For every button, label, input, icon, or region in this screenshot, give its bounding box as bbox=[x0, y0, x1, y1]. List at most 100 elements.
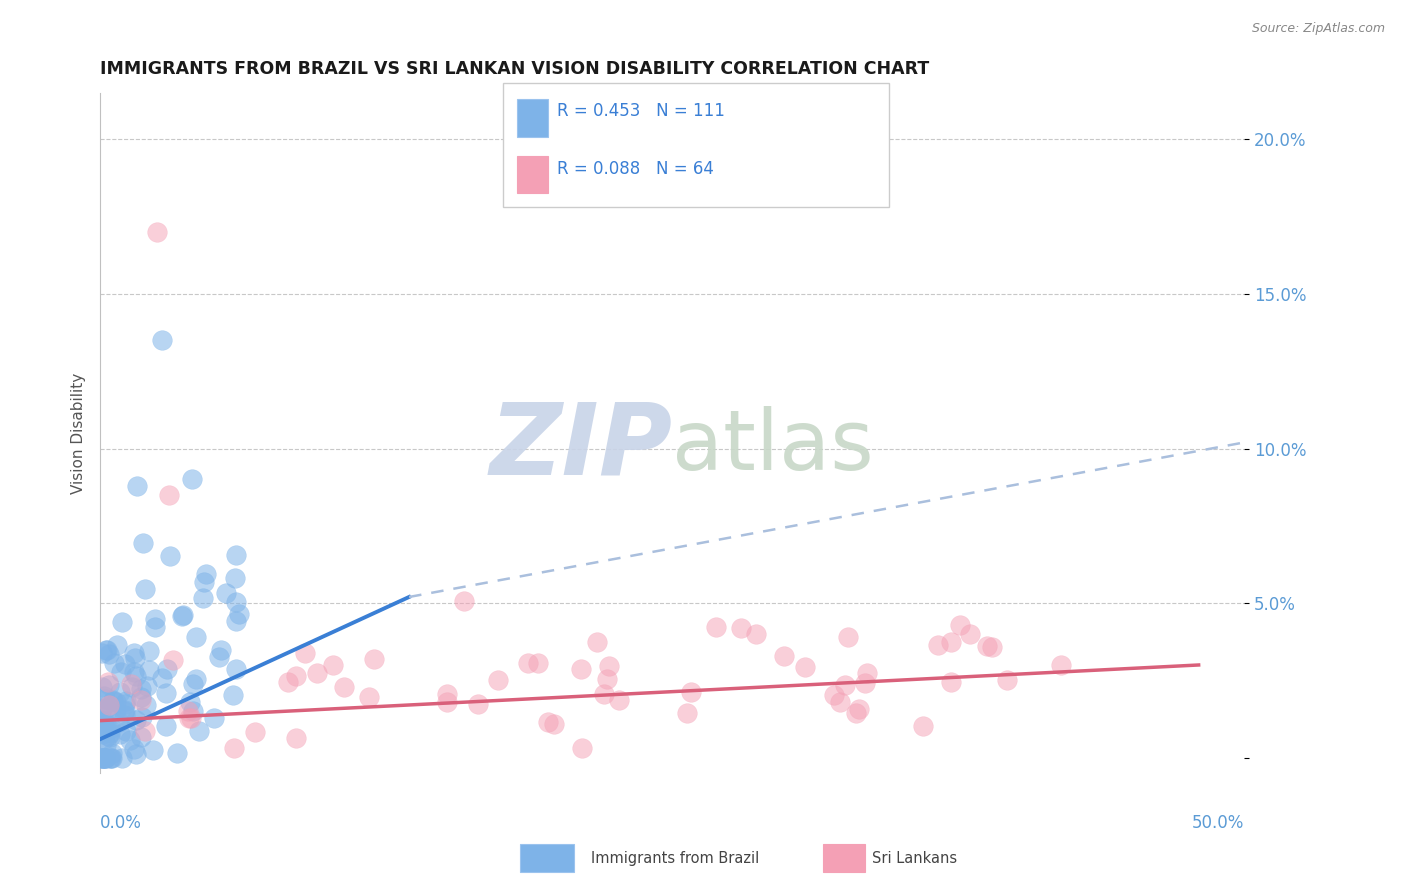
Point bbox=[91, 750, 114, 764]
Text: R = 0.453   N = 111: R = 0.453 N = 111 bbox=[557, 103, 724, 120]
Point bbox=[593, 687, 616, 701]
Point bbox=[837, 630, 859, 644]
Point bbox=[181, 704, 204, 718]
Point bbox=[94, 750, 117, 764]
Point bbox=[939, 635, 962, 649]
Point bbox=[103, 656, 125, 670]
Point bbox=[135, 679, 157, 693]
Point bbox=[215, 585, 238, 599]
Point bbox=[114, 703, 136, 717]
Point bbox=[98, 648, 121, 662]
Point bbox=[108, 727, 131, 741]
Point bbox=[172, 607, 194, 622]
Point bbox=[359, 690, 381, 705]
Point bbox=[188, 724, 211, 739]
Y-axis label: Vision Disability: Vision Disability bbox=[72, 373, 86, 494]
Text: 0.0%: 0.0% bbox=[100, 814, 142, 832]
Point bbox=[1050, 657, 1073, 672]
Point bbox=[208, 649, 231, 664]
Point bbox=[179, 711, 201, 725]
Point bbox=[134, 698, 156, 713]
Point bbox=[98, 730, 121, 744]
Point bbox=[156, 662, 179, 676]
Point bbox=[911, 719, 934, 733]
Point bbox=[97, 678, 120, 692]
Point bbox=[959, 627, 981, 641]
Text: ZIP: ZIP bbox=[489, 398, 672, 495]
Point bbox=[193, 575, 215, 590]
Point bbox=[134, 723, 156, 738]
Point bbox=[94, 642, 117, 657]
Text: atlas: atlas bbox=[672, 406, 875, 487]
Point bbox=[730, 621, 752, 635]
Point bbox=[586, 635, 609, 649]
Point bbox=[96, 643, 118, 657]
Point bbox=[202, 711, 225, 725]
Point bbox=[179, 695, 201, 709]
Point bbox=[98, 726, 121, 740]
Point bbox=[486, 673, 509, 687]
Point bbox=[91, 646, 114, 660]
Point bbox=[93, 690, 115, 704]
Point bbox=[129, 690, 152, 704]
Point bbox=[97, 729, 120, 743]
Point bbox=[91, 680, 114, 694]
Point bbox=[100, 719, 122, 733]
Point bbox=[848, 701, 870, 715]
Point bbox=[467, 698, 489, 712]
Text: Immigrants from Brazil: Immigrants from Brazil bbox=[591, 851, 759, 865]
Point bbox=[145, 612, 167, 626]
Point bbox=[245, 724, 267, 739]
Point bbox=[94, 717, 117, 731]
Point bbox=[681, 684, 703, 698]
Point bbox=[834, 678, 856, 692]
Point bbox=[285, 669, 308, 683]
Point bbox=[794, 659, 817, 673]
Point bbox=[853, 676, 876, 690]
Point bbox=[150, 671, 173, 685]
Point bbox=[129, 692, 152, 706]
Point bbox=[517, 656, 540, 670]
Point bbox=[121, 681, 143, 695]
Point bbox=[129, 682, 152, 697]
Point bbox=[537, 714, 560, 729]
Point bbox=[125, 669, 148, 683]
Point bbox=[110, 684, 132, 698]
Point bbox=[856, 666, 879, 681]
Point bbox=[225, 614, 247, 628]
Point bbox=[166, 747, 188, 761]
Point bbox=[91, 750, 114, 764]
Text: Source: ZipAtlas.com: Source: ZipAtlas.com bbox=[1251, 22, 1385, 36]
Point bbox=[180, 473, 202, 487]
Point bbox=[138, 663, 160, 677]
Point bbox=[114, 657, 136, 672]
Point bbox=[146, 225, 169, 239]
Point bbox=[91, 727, 114, 741]
Point bbox=[94, 707, 117, 722]
Point bbox=[111, 615, 134, 629]
Point bbox=[122, 741, 145, 756]
Point bbox=[96, 738, 118, 752]
Point bbox=[571, 741, 593, 756]
Point bbox=[114, 723, 136, 738]
Point bbox=[845, 706, 868, 721]
Point bbox=[939, 675, 962, 690]
Point bbox=[93, 716, 115, 731]
Point bbox=[222, 741, 245, 756]
Point bbox=[595, 673, 617, 687]
Point bbox=[526, 657, 548, 671]
Point bbox=[97, 674, 120, 689]
Point bbox=[93, 731, 115, 746]
Point bbox=[91, 750, 114, 764]
Point bbox=[704, 620, 727, 634]
Point bbox=[436, 694, 458, 708]
Point bbox=[980, 640, 1002, 654]
Point bbox=[222, 689, 245, 703]
Point bbox=[294, 646, 316, 660]
Point bbox=[543, 716, 565, 731]
Point bbox=[105, 695, 128, 709]
Point bbox=[108, 715, 131, 730]
Point bbox=[101, 693, 124, 707]
Point bbox=[131, 709, 153, 723]
Point bbox=[104, 703, 127, 717]
